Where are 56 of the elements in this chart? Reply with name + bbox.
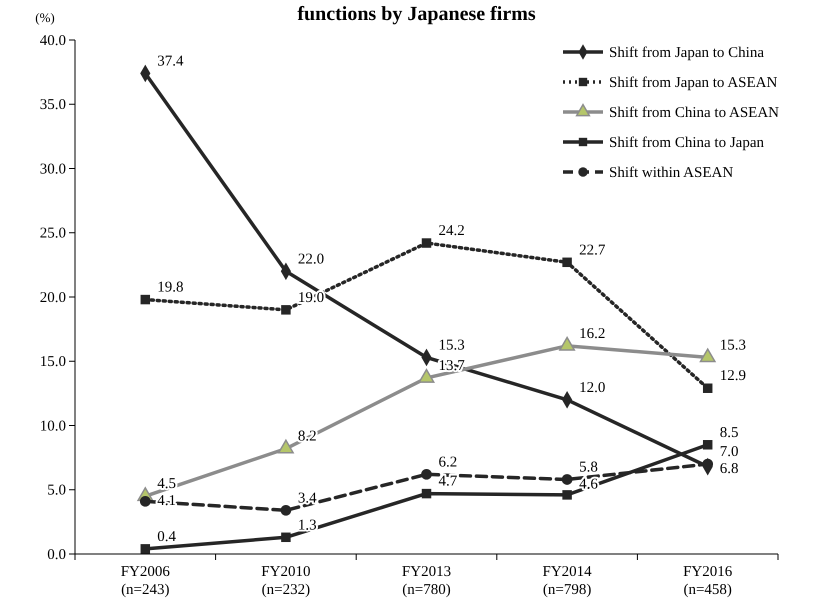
legend-label: Shift from Japan to ASEAN xyxy=(609,75,778,91)
y-axis-title: (%) xyxy=(35,10,55,25)
data-label: 8.2 xyxy=(298,428,317,445)
point xyxy=(140,294,150,304)
y-tick-label: 20.0 xyxy=(40,290,66,306)
point xyxy=(422,488,432,498)
legend-label: Shift from China to Japan xyxy=(609,135,764,151)
point xyxy=(140,544,150,554)
y-tick-label: 40.0 xyxy=(40,32,66,49)
point xyxy=(702,440,712,450)
y-tick-label: 15.0 xyxy=(40,354,66,370)
x-tick-label: FY2013 (n=780) xyxy=(402,564,452,598)
legend-label: Shift from Japan to China xyxy=(609,45,764,61)
data-label: 22.7 xyxy=(579,242,606,258)
legend-label: Shift from China to ASEAN xyxy=(609,105,780,121)
point xyxy=(140,496,151,507)
y-tick-label: 10.0 xyxy=(40,418,66,434)
point xyxy=(702,383,712,393)
y-tick-label: 5.0 xyxy=(47,482,66,499)
data-label: 7.0 xyxy=(720,444,738,460)
point xyxy=(562,258,572,268)
data-label: 37.4 xyxy=(157,53,184,70)
point xyxy=(280,504,292,516)
x-tick-label: FY2016 (n=458) xyxy=(683,564,733,598)
data-label: 0.4 xyxy=(157,528,177,545)
data-label: 19.8 xyxy=(157,280,184,296)
point xyxy=(562,490,572,500)
data-label: 15.3 xyxy=(438,337,465,354)
data-label: 6.2 xyxy=(438,454,458,470)
chart-title: functions by Japanese firms xyxy=(297,3,536,25)
data-label: 12.0 xyxy=(579,380,606,396)
data-label: 8.5 xyxy=(720,424,738,441)
x-tick-label: FY2006 (n=243) xyxy=(120,564,170,598)
y-tick-label: 25.0 xyxy=(40,226,66,242)
point xyxy=(562,474,572,485)
legend-label: Shift within ASEAN xyxy=(609,165,734,181)
data-label: 24.2 xyxy=(438,223,465,240)
point xyxy=(422,238,432,248)
data-label: 6.8 xyxy=(720,461,738,478)
data-label: 15.3 xyxy=(720,337,746,354)
data-label: 22.0 xyxy=(298,251,324,268)
data-label: 1.3 xyxy=(298,517,317,534)
point xyxy=(281,532,291,542)
y-tick-label: 35.0 xyxy=(40,97,66,114)
data-label: 4.7 xyxy=(438,474,458,490)
data-label: 12.9 xyxy=(720,368,746,384)
y-tick-label: 30.0 xyxy=(40,161,66,178)
x-tick-label: FY2014 (n=798) xyxy=(542,564,592,598)
point xyxy=(281,305,291,315)
data-label: 3.4 xyxy=(298,490,318,506)
x-tick-label: FY2010 (n=232) xyxy=(261,564,310,598)
y-tick-label: 0.0 xyxy=(47,546,66,563)
data-label: 5.8 xyxy=(579,459,598,476)
point xyxy=(421,468,432,480)
data-label: 16.2 xyxy=(579,326,606,342)
data-label: 4.5 xyxy=(157,476,176,492)
